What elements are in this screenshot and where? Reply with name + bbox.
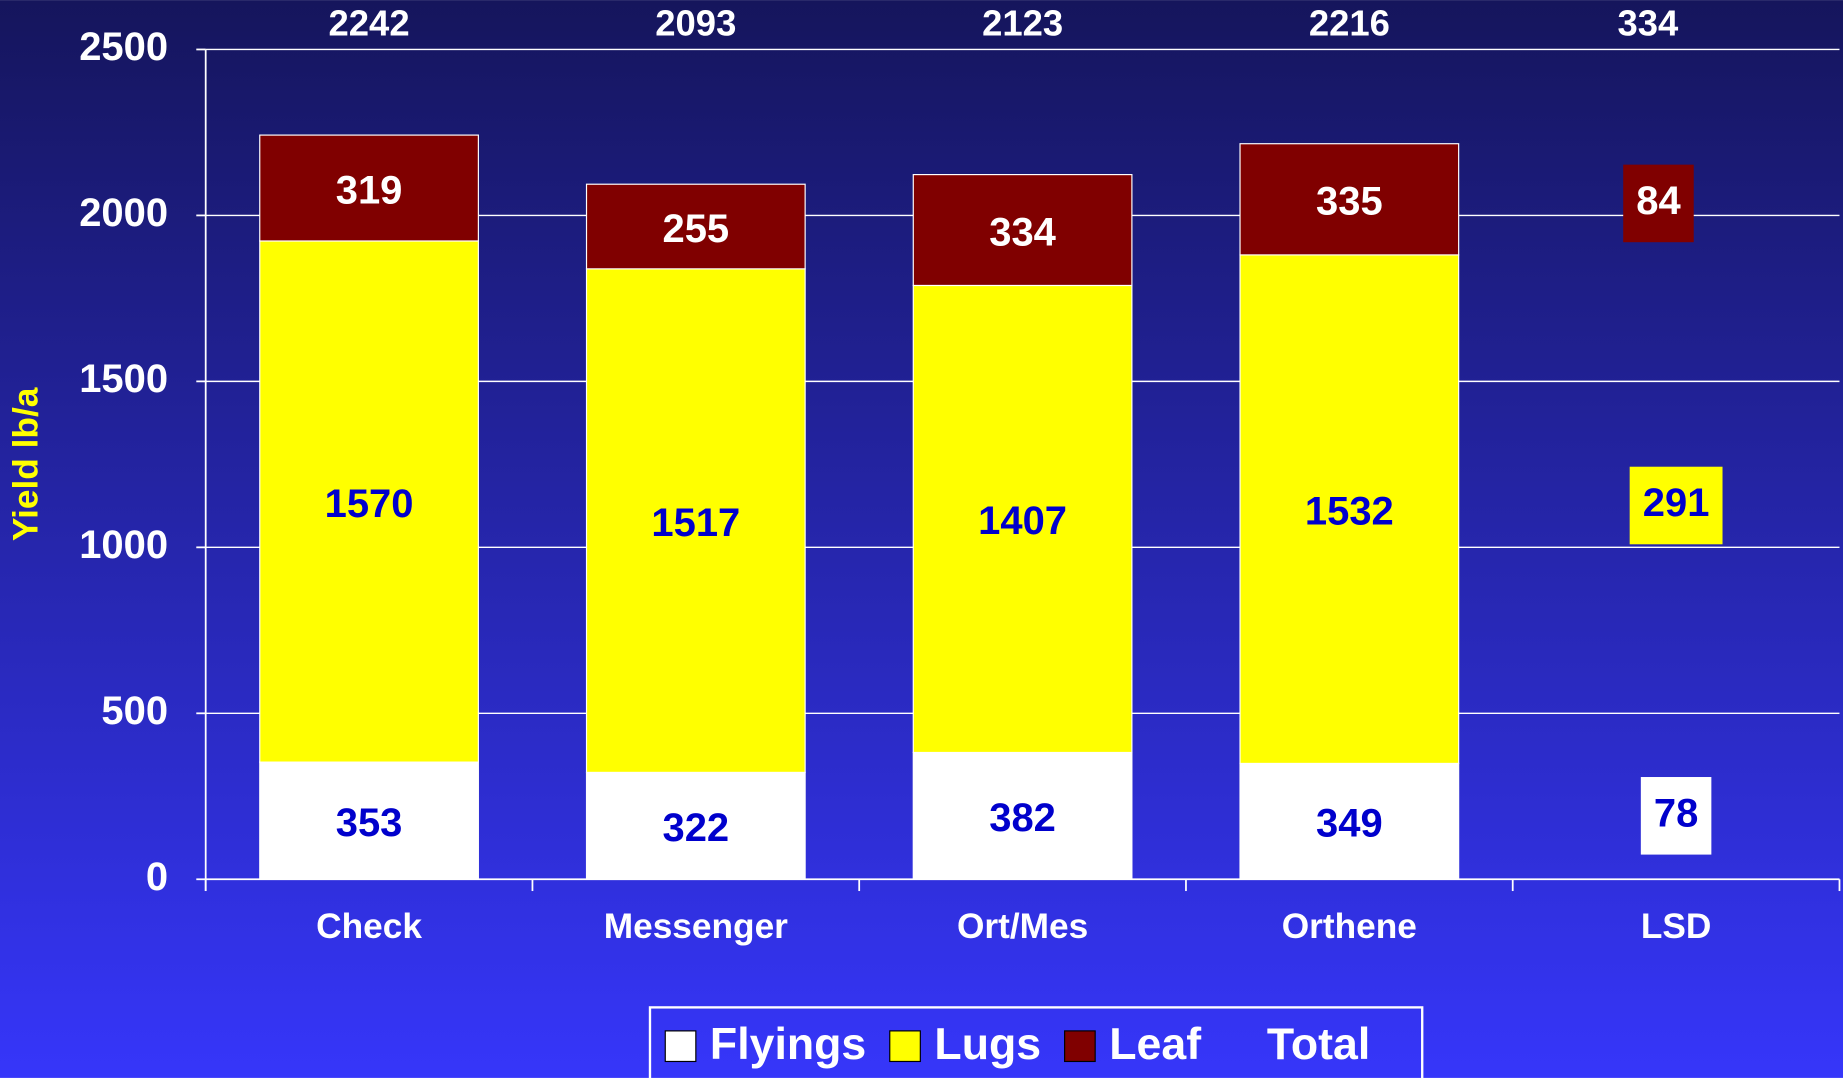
total-label: 2093 [655,3,736,44]
bar-segment [259,240,479,763]
value-label: 1532 [1305,489,1394,533]
value-label: 353 [336,801,403,845]
value-label: 335 [1316,180,1383,224]
legend-label: Total [1267,1020,1370,1069]
bar-segment [585,183,806,270]
lsd-label-box [1623,164,1694,243]
legend-swatch [664,1030,697,1063]
y-tick-label: 0 [146,855,168,899]
value-label: 322 [662,806,729,850]
legend-label: Flyings [710,1020,866,1069]
value-label: 319 [336,168,403,212]
x-tick-label: Messenger [604,907,788,946]
total-label: 2242 [329,3,410,44]
y-tick-label: 1000 [79,523,168,567]
legend-label: Lugs [934,1020,1041,1069]
bar-segment [259,761,479,880]
x-tick-label: Check [316,907,422,946]
legend-label: Leaf [1109,1020,1201,1069]
total-label: 2216 [1309,3,1390,44]
bar-segment [912,174,1133,287]
value-label: 291 [1643,481,1710,525]
bar-segment [1239,143,1460,256]
legend-box [648,1006,1424,1078]
legend-swatch [889,1030,921,1063]
y-tick-label: 2000 [79,191,168,235]
value-label: 1570 [325,482,414,526]
bar-segment [1239,254,1460,765]
x-tick-label: Ort/Mes [957,907,1088,946]
value-label: 1407 [978,499,1067,543]
total-label: 2123 [982,3,1063,44]
value-label: 382 [989,796,1056,840]
x-tick-label: LSD [1641,907,1712,946]
value-label: 349 [1316,802,1383,846]
bar-segment [585,268,806,773]
bar-segment [259,134,479,242]
bar-segment [912,751,1133,880]
bar-segment [912,284,1133,754]
bar-segment [585,771,806,880]
y-tick-label: 2500 [79,25,168,69]
value-label: 334 [989,210,1056,254]
value-label: 255 [662,207,729,251]
value-label: 84 [1636,179,1680,223]
value-label: 1517 [651,501,740,545]
total-label: 334 [1617,3,1679,44]
bar-segment [1239,762,1460,880]
y-tick-label: 500 [101,689,168,733]
legend-swatch [1064,1030,1096,1063]
lsd-label-box [1640,777,1712,855]
y-tick-label: 1500 [79,357,168,401]
value-label: 78 [1654,791,1698,835]
lsd-label-box [1629,466,1723,545]
y-axis-label: Yield lb/a [7,387,46,541]
x-tick-label: Orthene [1282,907,1417,946]
